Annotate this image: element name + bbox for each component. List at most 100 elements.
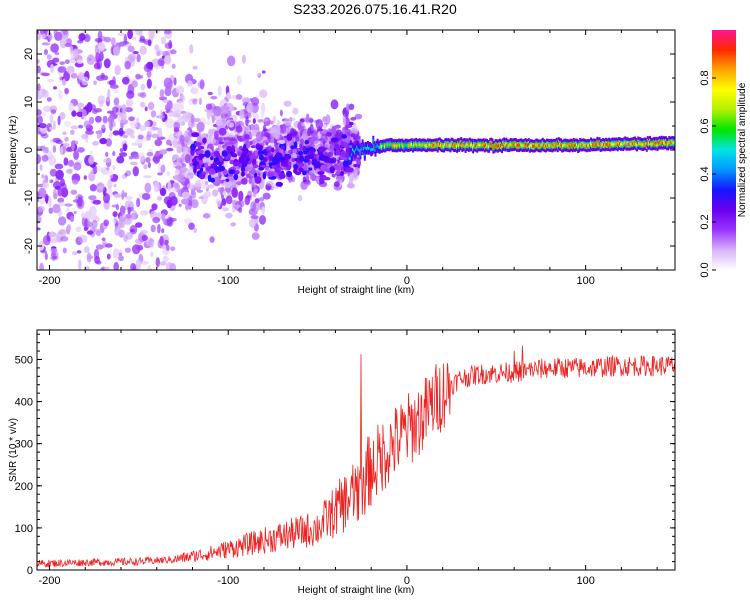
spectral-blob <box>50 63 55 73</box>
spectral-band-core <box>509 142 512 146</box>
spectral-blob <box>148 238 155 248</box>
spectral-blob <box>64 203 73 207</box>
spectral-blob <box>151 203 158 211</box>
spectral-blob <box>171 63 176 69</box>
spectral-blob <box>274 130 280 140</box>
spectral-blob <box>160 164 166 174</box>
spectral-band-core <box>442 144 444 148</box>
spectral-band-core <box>392 143 395 147</box>
spectral-band-core <box>546 143 548 147</box>
spectral-blob <box>236 75 242 85</box>
spectral-blob <box>107 178 113 190</box>
spectral-blob <box>221 195 225 200</box>
spectral-blob <box>65 38 73 45</box>
spectral-blob <box>199 79 205 90</box>
spectral-band-core <box>570 143 573 147</box>
spectral-band-core <box>416 143 419 147</box>
spectral-blob <box>39 262 44 270</box>
spectral-blob <box>125 213 132 219</box>
spectral-blob <box>148 126 153 133</box>
spectral-blob <box>198 153 204 161</box>
spectral-blob <box>151 133 159 139</box>
spectral-blob <box>251 153 256 160</box>
spectral-band-core <box>358 148 361 152</box>
spectral-band-core <box>505 142 508 146</box>
spectral-blob <box>86 230 94 235</box>
spectral-blob <box>112 130 120 136</box>
spectral-blob <box>218 155 223 162</box>
spectral-blob <box>193 227 197 234</box>
spectral-blob <box>135 222 143 228</box>
spectral-blob <box>137 92 145 97</box>
spectral-blob <box>140 83 146 91</box>
spectral-blob <box>107 88 111 99</box>
spectral-band-core <box>486 143 488 147</box>
spectral-band-core <box>671 140 674 144</box>
spectral-blob <box>282 125 290 132</box>
spectral-band-core <box>632 141 635 145</box>
spectral-band-core <box>584 143 587 147</box>
spectral-blob <box>83 175 87 180</box>
spectral-blob <box>69 215 75 223</box>
spectral-blob <box>41 154 49 162</box>
spectral-blob <box>156 50 161 57</box>
spectral-blob <box>118 127 124 137</box>
y-tick-label: 400 <box>15 397 33 409</box>
spectral-blob <box>213 157 220 162</box>
spectral-band-core <box>431 144 434 147</box>
spectral-blob <box>71 140 75 151</box>
colorbar-ticks: 0.0 0.2 0.4 0.6 0.8 <box>699 70 716 278</box>
spectral-blob <box>239 108 245 120</box>
spectral-blob <box>250 201 257 212</box>
spectral-blob <box>161 36 166 45</box>
spectral-blob <box>181 198 189 205</box>
spectral-band-core <box>563 143 566 147</box>
spectral-blob <box>178 203 182 207</box>
spectral-blob <box>88 155 95 165</box>
spectral-blob <box>341 134 348 139</box>
y-tick-label: 0 <box>23 147 35 153</box>
spectral-blob <box>206 109 211 120</box>
spectral-blob <box>147 162 151 169</box>
spectral-band-core <box>459 142 462 146</box>
spectral-blob <box>169 263 177 270</box>
x-tick-label: 0 <box>404 275 410 287</box>
spectral-band-core <box>466 143 469 147</box>
y-tick-label: 300 <box>15 439 33 451</box>
spectral-band-core <box>497 144 500 148</box>
spectral-blob <box>113 217 117 224</box>
spectral-blob <box>96 260 102 265</box>
spectral-blob <box>324 142 331 149</box>
spectral-band-core <box>536 143 539 147</box>
spectral-blob <box>298 155 305 161</box>
spectral-blob <box>115 203 119 211</box>
spectral-band-core <box>484 143 487 147</box>
spectral-blob <box>159 235 164 246</box>
spectral-blob <box>62 247 67 254</box>
spectral-band-core <box>368 147 370 150</box>
spectral-blob <box>350 116 357 121</box>
spectral-blob <box>106 253 111 260</box>
spectral-blob <box>254 198 260 204</box>
spectral-blob <box>150 224 156 233</box>
colorbar-gradient <box>712 30 736 270</box>
spectral-blob <box>241 54 246 64</box>
spectral-blob <box>349 173 354 183</box>
spectral-blob <box>57 66 67 73</box>
spectral-band-core <box>575 143 577 147</box>
spectral-blob <box>97 30 103 40</box>
spectral-band-core <box>514 143 517 146</box>
spectral-band-core <box>627 142 630 146</box>
spectral-blob <box>69 129 75 135</box>
spectral-band-core <box>581 143 584 147</box>
spectral-band-core <box>673 141 675 144</box>
spectral-blob <box>232 161 241 166</box>
spectral-band-core <box>596 141 599 145</box>
spectral-blob <box>159 149 168 155</box>
spectral-band-core <box>555 142 558 146</box>
spectral-blob <box>114 225 121 236</box>
spectral-blob <box>261 102 266 114</box>
spectral-blob <box>57 187 63 197</box>
spectral-blob <box>319 177 325 185</box>
